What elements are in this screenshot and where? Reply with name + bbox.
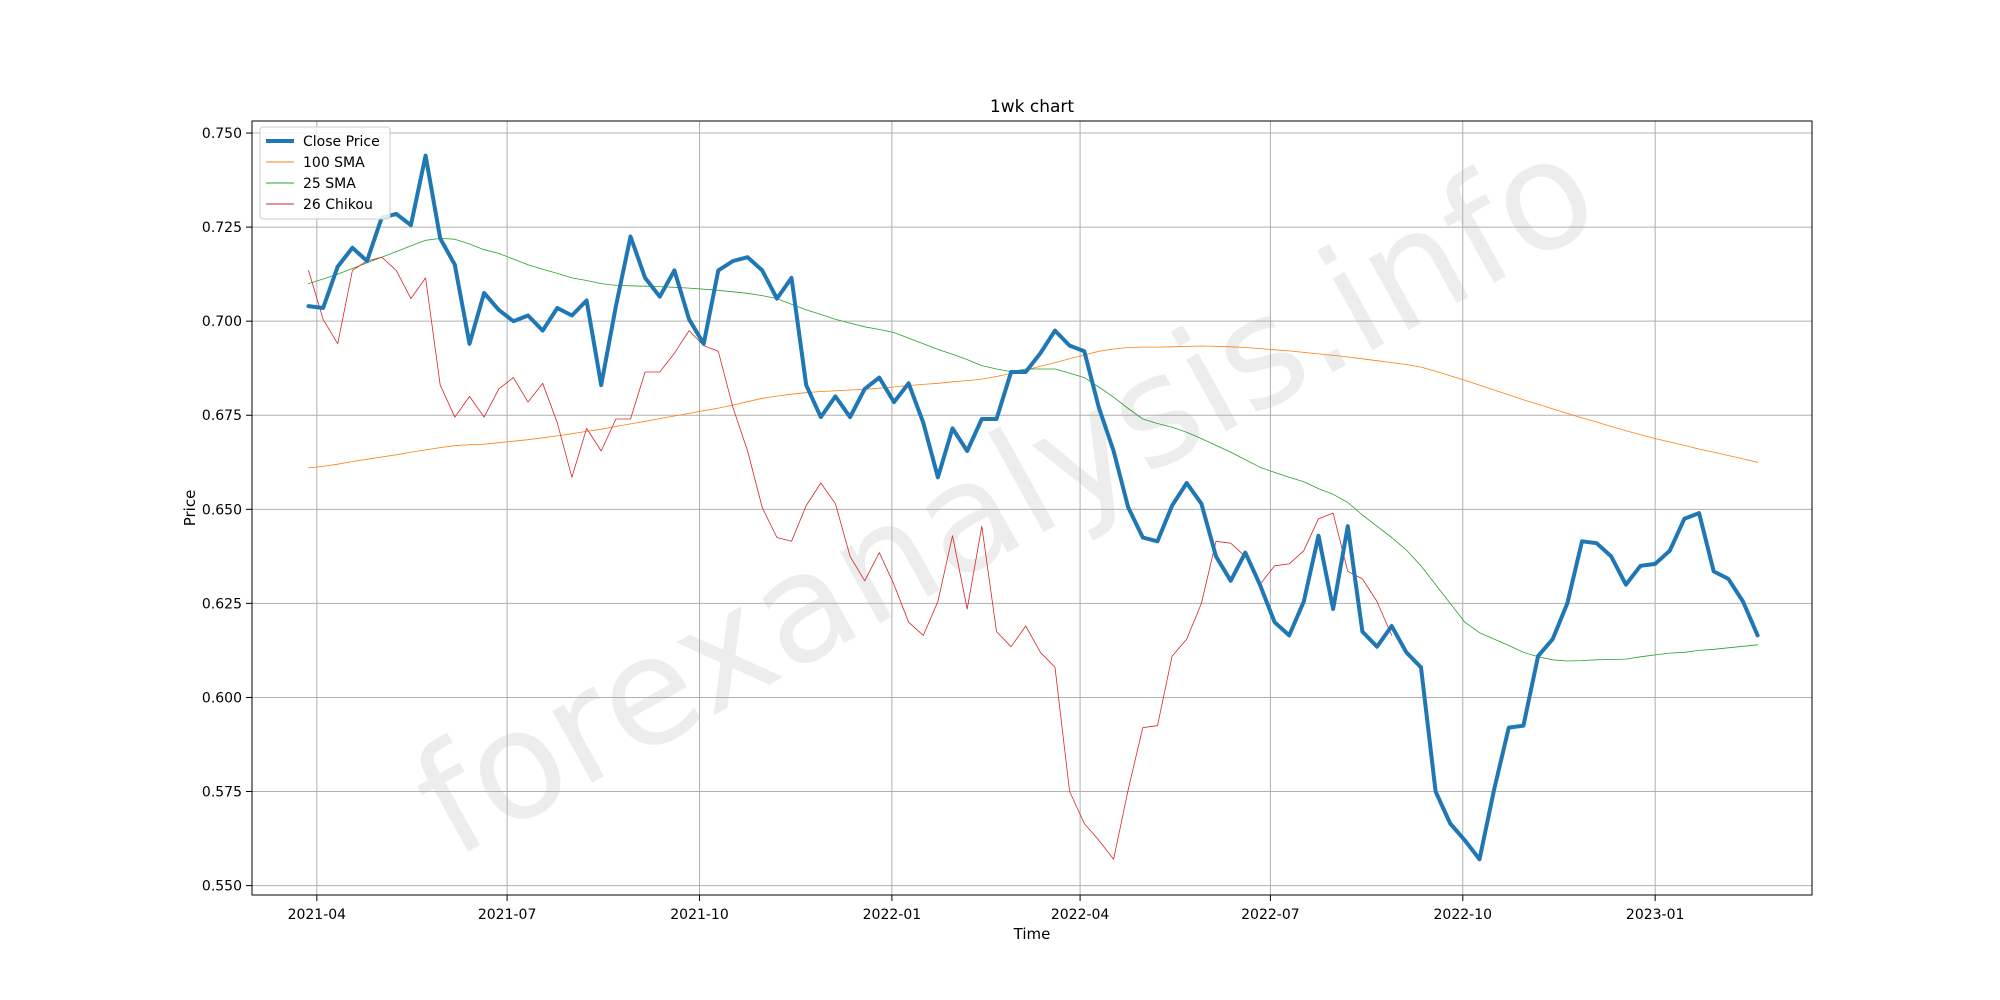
legend-box (259, 126, 391, 220)
legend: Close Price 100 SMA 25 SMA 26 Chikou (259, 126, 391, 220)
grid-layer (252, 121, 1812, 895)
x-tick-label: 2021-10 (670, 907, 729, 923)
x-axis-label: Time (1013, 925, 1051, 943)
y-tick-label: 0.750 (202, 126, 242, 142)
x-tick-label: 2022-01 (863, 907, 922, 923)
legend-label-100-sma: 100 SMA (303, 155, 365, 171)
y-tick-label: 0.725 (202, 220, 242, 236)
series-layer (306, 153, 1760, 862)
series-line-close-price (306, 153, 1760, 862)
y-tick-label: 0.550 (202, 879, 242, 895)
y-tick-label: 0.575 (202, 785, 242, 801)
series-line-100-sma (308, 345, 1758, 469)
x-tick-label: 2023-01 (1626, 907, 1685, 923)
y-tick-label: 0.625 (202, 596, 242, 612)
x-tick-label: 2022-04 (1051, 907, 1110, 923)
watermark-text: forexanalysis.info (387, 100, 1624, 891)
legend-label-25-sma: 25 SMA (303, 176, 356, 192)
x-tick-label: 2022-10 (1434, 907, 1493, 923)
x-tick-label: 2022-07 (1241, 907, 1300, 923)
series-line-25-sma (308, 237, 1758, 662)
legend-label-26-chikou: 26 Chikou (303, 197, 373, 213)
x-tick-label: 2021-04 (288, 907, 347, 923)
legend-label-close-price: Close Price (303, 134, 380, 150)
watermark-layer: forexanalysis.info (387, 100, 1624, 891)
series-line-26-chikou (308, 256, 1393, 860)
y-tick-label: 0.675 (202, 408, 242, 424)
y-axis-label: Price (181, 490, 199, 527)
y-tick-label: 0.700 (202, 314, 242, 330)
y-tick-label: 0.650 (202, 502, 242, 518)
x-tick-label: 2021-07 (478, 907, 537, 923)
chart-title: 1wk chart (990, 97, 1074, 117)
plot-area-frame (251, 120, 1813, 896)
y-tick-label: 0.600 (202, 690, 242, 706)
x-axis-ticks: 2021-04 2021-07 2021-10 2022-01 2022-04 2022-… (288, 895, 1685, 923)
y-axis-ticks: 0.550 0.575 0.600 0.625 0.650 0.675 0.700 0.725… (202, 126, 252, 895)
